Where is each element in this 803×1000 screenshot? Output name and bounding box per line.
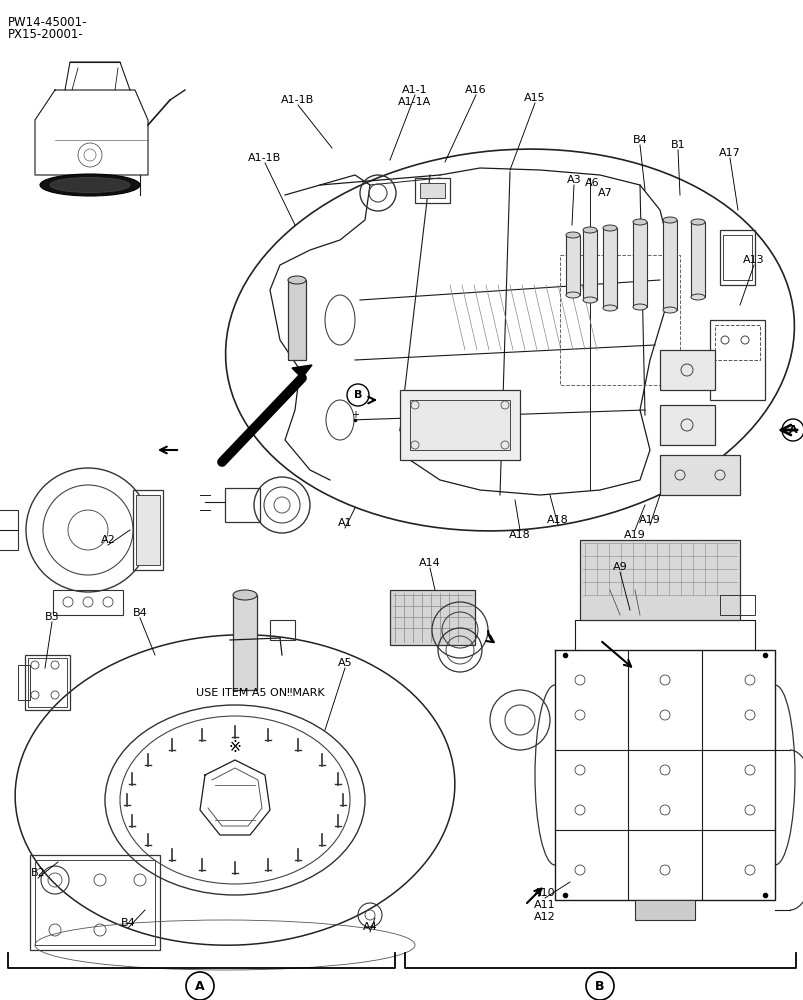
Bar: [270, 620, 295, 640]
Text: A18: A18: [547, 515, 569, 525]
Text: A10: A10: [533, 888, 555, 898]
Bar: [659, 350, 714, 390]
Bar: [714, 325, 759, 360]
Text: PX15-20001-: PX15-20001-: [8, 28, 84, 41]
Text: A15: A15: [524, 93, 545, 103]
Text: A12: A12: [533, 912, 555, 922]
Text: ※: ※: [228, 740, 241, 756]
Text: B4: B4: [120, 918, 135, 928]
Text: A19: A19: [623, 530, 645, 540]
Bar: [414, 178, 450, 203]
Text: A4: A4: [362, 922, 377, 932]
Text: A13: A13: [742, 255, 764, 265]
Text: B: B: [594, 980, 604, 992]
Text: A2: A2: [100, 535, 116, 545]
Bar: [722, 235, 751, 280]
Text: A1-1A: A1-1A: [397, 97, 431, 107]
Polygon shape: [291, 365, 312, 378]
Ellipse shape: [582, 227, 597, 233]
Circle shape: [185, 972, 214, 1000]
Bar: [28, 658, 67, 707]
Bar: [400, 390, 520, 460]
Text: A1-1B: A1-1B: [248, 153, 281, 163]
Text: A16: A16: [465, 85, 486, 95]
Bar: [419, 183, 444, 198]
Bar: [560, 255, 679, 385]
Text: A1-1B: A1-1B: [281, 95, 314, 105]
Text: A5: A5: [337, 658, 352, 668]
Ellipse shape: [233, 590, 257, 600]
Bar: [25, 655, 70, 710]
Bar: [719, 595, 754, 615]
Bar: [634, 900, 694, 920]
Ellipse shape: [565, 232, 579, 238]
Bar: [565, 235, 579, 295]
Ellipse shape: [565, 292, 579, 298]
Ellipse shape: [632, 219, 646, 225]
Bar: [35, 860, 155, 945]
Bar: [709, 320, 764, 400]
Ellipse shape: [662, 307, 676, 313]
Bar: [0, 510, 18, 550]
Bar: [287, 280, 306, 360]
Bar: [225, 488, 259, 522]
Ellipse shape: [50, 178, 130, 192]
Bar: [690, 222, 704, 297]
Text: B: B: [353, 390, 361, 400]
Ellipse shape: [324, 295, 355, 345]
Ellipse shape: [662, 217, 676, 223]
Text: A17: A17: [718, 148, 740, 158]
Circle shape: [585, 972, 613, 1000]
Text: B3: B3: [45, 612, 59, 622]
Ellipse shape: [690, 219, 704, 225]
Bar: [659, 455, 739, 495]
Text: +: +: [351, 410, 359, 420]
Bar: [632, 222, 646, 307]
Ellipse shape: [325, 400, 353, 440]
Bar: [53, 590, 123, 615]
Ellipse shape: [582, 297, 597, 303]
Text: USE ITEM A5 ON‼MARK: USE ITEM A5 ON‼MARK: [196, 688, 324, 698]
Bar: [233, 595, 257, 690]
Ellipse shape: [690, 294, 704, 300]
Bar: [132, 490, 163, 570]
Text: A14: A14: [418, 558, 440, 568]
Bar: [410, 400, 509, 450]
Bar: [719, 230, 754, 285]
Bar: [136, 495, 160, 565]
Text: B4: B4: [132, 608, 147, 618]
Bar: [18, 665, 30, 700]
Text: A9: A9: [612, 562, 626, 572]
Text: B1: B1: [670, 140, 684, 150]
Bar: [602, 228, 616, 308]
Text: A11: A11: [533, 900, 555, 910]
Bar: [30, 855, 160, 950]
Text: A18: A18: [508, 530, 530, 540]
Ellipse shape: [40, 174, 140, 196]
Ellipse shape: [602, 225, 616, 231]
Bar: [659, 405, 714, 445]
Bar: [389, 590, 475, 645]
Text: A1: A1: [337, 518, 352, 528]
Ellipse shape: [632, 304, 646, 310]
Text: A7: A7: [597, 188, 612, 198]
Ellipse shape: [287, 276, 306, 284]
Bar: [579, 540, 739, 620]
Text: B4: B4: [632, 135, 646, 145]
Text: PW14-45001-: PW14-45001-: [8, 16, 88, 29]
Text: A1-1: A1-1: [402, 85, 427, 95]
Text: A6: A6: [584, 178, 598, 188]
Text: A: A: [195, 980, 205, 992]
Text: A3: A3: [566, 175, 581, 185]
Bar: [582, 230, 597, 300]
Bar: [662, 220, 676, 310]
Text: A: A: [788, 425, 797, 435]
Text: B2: B2: [31, 868, 45, 878]
Ellipse shape: [602, 305, 616, 311]
Text: A19: A19: [638, 515, 660, 525]
